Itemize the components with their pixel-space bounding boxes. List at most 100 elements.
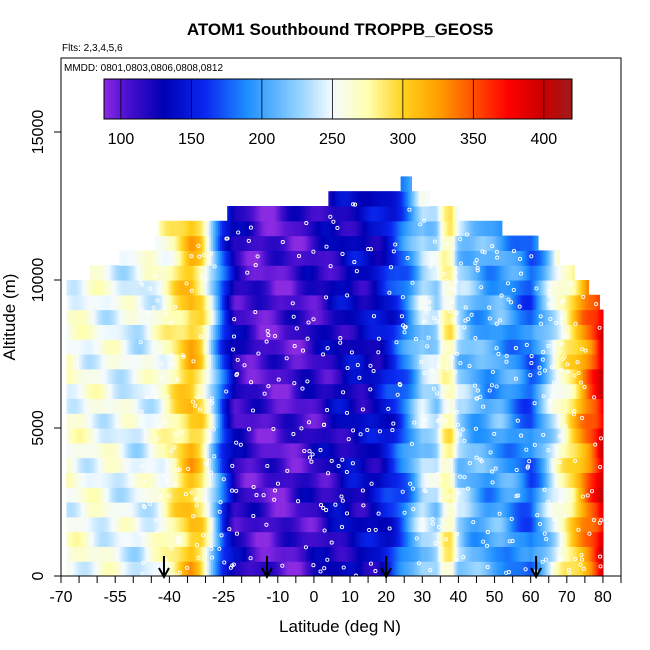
- heatmap-cell: [277, 324, 281, 340]
- heatmap-cell: [364, 339, 367, 355]
- heatmap-cell: [344, 398, 348, 414]
- heatmap-cell: [225, 561, 228, 576]
- heatmap-cell: [348, 442, 351, 459]
- heatmap-cell: [160, 250, 163, 266]
- heatmap-cell: [225, 531, 228, 547]
- heatmap-cell: [366, 428, 369, 444]
- heatmap-cell: [324, 220, 328, 237]
- heatmap-cell: [299, 354, 302, 370]
- heatmap-cell: [129, 413, 133, 429]
- heatmap-cell: [275, 516, 279, 533]
- heatmap-cell: [424, 546, 427, 562]
- heatmap-cell: [174, 413, 178, 429]
- heatmap-cell: [230, 294, 234, 311]
- heatmap-cell: [89, 442, 93, 459]
- heatmap-cell: [266, 413, 270, 429]
- heatmap-cell: [187, 324, 190, 340]
- heatmap-cell: [118, 280, 122, 296]
- heatmap-cell: [232, 354, 236, 370]
- heatmap-cell: [375, 561, 378, 576]
- heatmap-cell: [259, 428, 263, 444]
- heatmap-cell: [200, 383, 203, 399]
- heatmap-cell: [252, 531, 255, 547]
- heatmap-cell: [279, 235, 282, 251]
- heatmap-cell: [109, 546, 113, 562]
- heatmap-cell: [176, 265, 180, 281]
- heatmap-cell: [234, 516, 237, 533]
- heatmap-cell: [310, 235, 313, 251]
- heatmap-cell: [236, 502, 239, 518]
- heatmap-cell: [133, 546, 136, 562]
- heatmap-cell: [364, 413, 367, 429]
- heatmap-cell: [178, 339, 181, 355]
- heatmap-cell: [371, 250, 375, 266]
- heatmap-cell: [306, 516, 310, 533]
- heatmap-cell: [142, 531, 145, 547]
- heatmap-cell: [429, 324, 432, 340]
- heatmap-cell: [115, 294, 118, 311]
- heatmap-cell: [147, 516, 151, 533]
- heatmap-cell: [402, 487, 405, 503]
- heatmap-cell: [330, 487, 333, 503]
- heatmap-cell: [272, 472, 275, 488]
- heatmap-cell: [252, 561, 255, 576]
- heatmap-cell: [136, 324, 140, 340]
- heatmap-cell: [331, 442, 335, 459]
- heatmap-cell: [196, 220, 199, 237]
- heatmap-cell: [434, 250, 438, 266]
- heatmap-cell: [238, 206, 241, 222]
- heatmap-cell: [360, 354, 364, 370]
- heatmap-cell: [310, 428, 313, 444]
- heatmap-cell: [115, 442, 118, 459]
- heatmap-cell: [182, 457, 185, 473]
- heatmap-cell: [120, 265, 124, 281]
- heatmap-cell: [182, 309, 185, 325]
- heatmap-cell: [409, 428, 413, 444]
- heatmap-cell: [321, 472, 324, 488]
- heatmap-cell: [378, 546, 382, 562]
- heatmap-cell: [279, 472, 282, 488]
- heatmap-cell: [158, 502, 161, 518]
- heatmap-cell: [243, 220, 246, 237]
- heatmap-cell: [312, 294, 315, 311]
- heatmap-cell: [117, 354, 120, 370]
- heatmap-cell: [84, 368, 87, 385]
- heatmap-cell: [275, 413, 279, 429]
- heatmap-cell: [335, 309, 338, 325]
- heatmap-cell: [205, 354, 208, 370]
- heatmap-cell: [400, 442, 404, 459]
- heatmap-cell: [232, 442, 236, 459]
- heatmap-cell: [389, 309, 393, 325]
- heatmap-cell: [205, 220, 208, 237]
- heatmap-cell: [337, 235, 340, 251]
- heatmap-cell: [420, 487, 423, 503]
- heatmap-cell: [173, 294, 176, 311]
- heatmap-cell: [182, 339, 185, 355]
- heatmap-cell: [395, 309, 398, 325]
- heatmap-cell: [66, 531, 69, 547]
- heatmap-cell: [212, 531, 216, 547]
- heatmap-cell: [158, 250, 161, 266]
- heatmap-cell: [406, 191, 409, 207]
- heatmap-cell: [429, 354, 432, 370]
- heatmap-cell: [223, 428, 226, 444]
- heatmap-cell: [429, 206, 432, 222]
- heatmap-cell: [335, 265, 338, 281]
- heatmap-cell: [384, 428, 387, 444]
- heatmap-cell: [406, 235, 409, 251]
- heatmap-cell: [306, 339, 310, 355]
- heatmap-cell: [413, 428, 416, 444]
- heatmap-cell: [205, 309, 208, 325]
- heatmap-cell: [425, 531, 429, 547]
- heatmap-cell: [219, 531, 223, 547]
- heatmap-cell: [115, 561, 118, 576]
- heatmap-cell: [288, 309, 292, 325]
- heatmap-cell: [324, 472, 328, 488]
- heatmap-cell: [294, 280, 297, 296]
- heatmap-cell: [268, 294, 272, 311]
- heatmap-cell: [245, 280, 248, 296]
- heatmap-cell: [97, 398, 100, 414]
- heatmap-cell: [364, 354, 367, 370]
- heatmap-cell: [398, 561, 402, 576]
- heatmap-cell: [297, 220, 301, 237]
